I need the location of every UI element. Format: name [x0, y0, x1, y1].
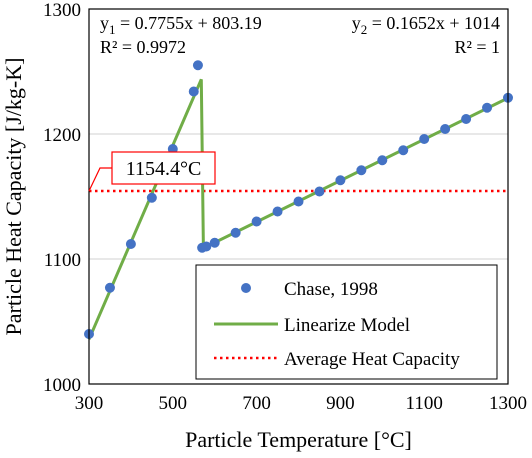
- x-tick-label-300: 300: [75, 393, 104, 414]
- y-tick-label-1200: 1200: [43, 125, 81, 146]
- legend-label-average: Average Heat Capacity: [284, 349, 460, 370]
- x-tick-label-900: 900: [326, 393, 355, 414]
- chase-data-point: [482, 102, 493, 113]
- y-axis-label: Particle Heat Capacity [J/kg-K]: [1, 58, 26, 336]
- x-tick-label-1300: 1300: [489, 393, 527, 414]
- legend-label-model: Linearize Model: [284, 315, 410, 336]
- legend-marker-chase: [241, 283, 251, 293]
- equation-2-text: y2 = 0.1652x + 1014: [352, 13, 500, 37]
- chase-data-point: [125, 239, 136, 249]
- callout-box: [111, 151, 216, 185]
- x-tick-label-700: 700: [242, 393, 271, 414]
- equation-2-annotation: y2 = 0.1652x + 1014 R² = 1: [352, 13, 500, 57]
- chase-data-point: [146, 192, 157, 203]
- x-tick-label-1100: 1100: [406, 393, 443, 414]
- callout-leader: [88, 167, 112, 192]
- legend: Chase, 1998 Linearize Model Average Heat…: [195, 264, 498, 380]
- chase-data-point: [419, 134, 430, 144]
- chase-data-point: [377, 155, 388, 166]
- chase-data-point: [104, 282, 115, 293]
- chase-data-point: [335, 175, 346, 186]
- chase-data-point: [440, 124, 451, 134]
- equation-1-r2: R² = 0.9972: [100, 37, 186, 57]
- equation-1-text: y1 = 0.7755x + 803.19: [100, 13, 262, 37]
- legend-label-chase: Chase, 1998: [284, 279, 378, 300]
- y-tick-label-1300: 1300: [43, 0, 81, 21]
- chase-data-point: [461, 114, 472, 124]
- x-tick-label-500: 500: [159, 393, 188, 414]
- chase-data-point: [251, 216, 262, 227]
- equation-2-r2: R² = 1: [454, 37, 500, 57]
- tick-labels: 1000 1100 1200 1300 300 500 700 900 1100 1300: [43, 0, 527, 414]
- y-tick-label-1100: 1100: [44, 250, 81, 271]
- chase-data-point: [314, 186, 325, 197]
- x-axis-label: Particle Temperature [°C]: [185, 427, 412, 452]
- plot-frame: [88, 8, 509, 385]
- chase-data-point: [272, 206, 283, 217]
- chase-data-point: [188, 86, 199, 97]
- equation-1-annotation: y1 = 0.7755x + 803.19 R² = 0.9972: [100, 13, 262, 57]
- chase-data-point: [230, 227, 241, 238]
- chase-data-point: [293, 196, 304, 207]
- average-callout: 1154.4°C: [88, 151, 216, 192]
- chase-data-point: [398, 145, 409, 156]
- chase-data-point: [356, 165, 367, 176]
- callout-text: 1154.4°C: [126, 158, 202, 180]
- chase-data-point: [201, 241, 212, 252]
- y-tick-label-1000: 1000: [43, 375, 81, 396]
- chase-data-point: [192, 60, 203, 71]
- chase-data-point: [209, 237, 220, 248]
